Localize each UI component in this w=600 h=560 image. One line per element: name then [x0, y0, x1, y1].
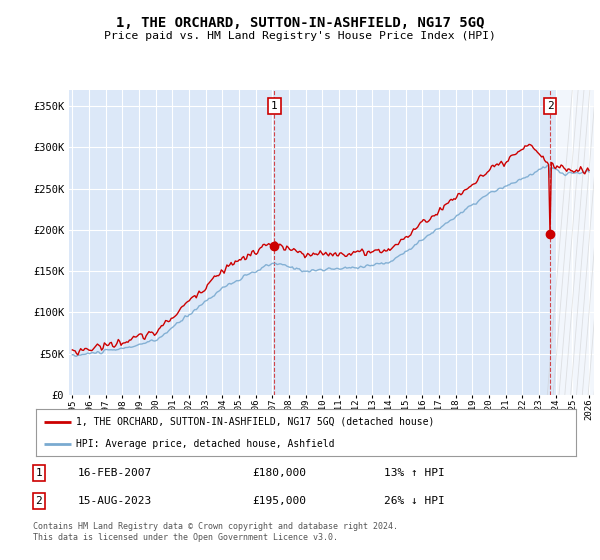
Text: 16-FEB-2007: 16-FEB-2007	[78, 468, 152, 478]
Text: 1, THE ORCHARD, SUTTON-IN-ASHFIELD, NG17 5GQ (detached house): 1, THE ORCHARD, SUTTON-IN-ASHFIELD, NG17…	[77, 417, 435, 427]
Text: 2: 2	[35, 496, 43, 506]
Text: Price paid vs. HM Land Registry's House Price Index (HPI): Price paid vs. HM Land Registry's House …	[104, 31, 496, 41]
Text: 1: 1	[35, 468, 43, 478]
Text: 13% ↑ HPI: 13% ↑ HPI	[384, 468, 445, 478]
Text: 26% ↓ HPI: 26% ↓ HPI	[384, 496, 445, 506]
Text: Contains HM Land Registry data © Crown copyright and database right 2024.: Contains HM Land Registry data © Crown c…	[33, 522, 398, 531]
Text: 15-AUG-2023: 15-AUG-2023	[78, 496, 152, 506]
Text: 1, THE ORCHARD, SUTTON-IN-ASHFIELD, NG17 5GQ: 1, THE ORCHARD, SUTTON-IN-ASHFIELD, NG17…	[116, 16, 484, 30]
Text: 1: 1	[271, 101, 278, 111]
Text: 2: 2	[547, 101, 553, 111]
Text: £195,000: £195,000	[252, 496, 306, 506]
Text: HPI: Average price, detached house, Ashfield: HPI: Average price, detached house, Ashf…	[77, 438, 335, 449]
Text: £180,000: £180,000	[252, 468, 306, 478]
Bar	[556, 90, 594, 395]
Text: This data is licensed under the Open Government Licence v3.0.: This data is licensed under the Open Gov…	[33, 533, 338, 542]
